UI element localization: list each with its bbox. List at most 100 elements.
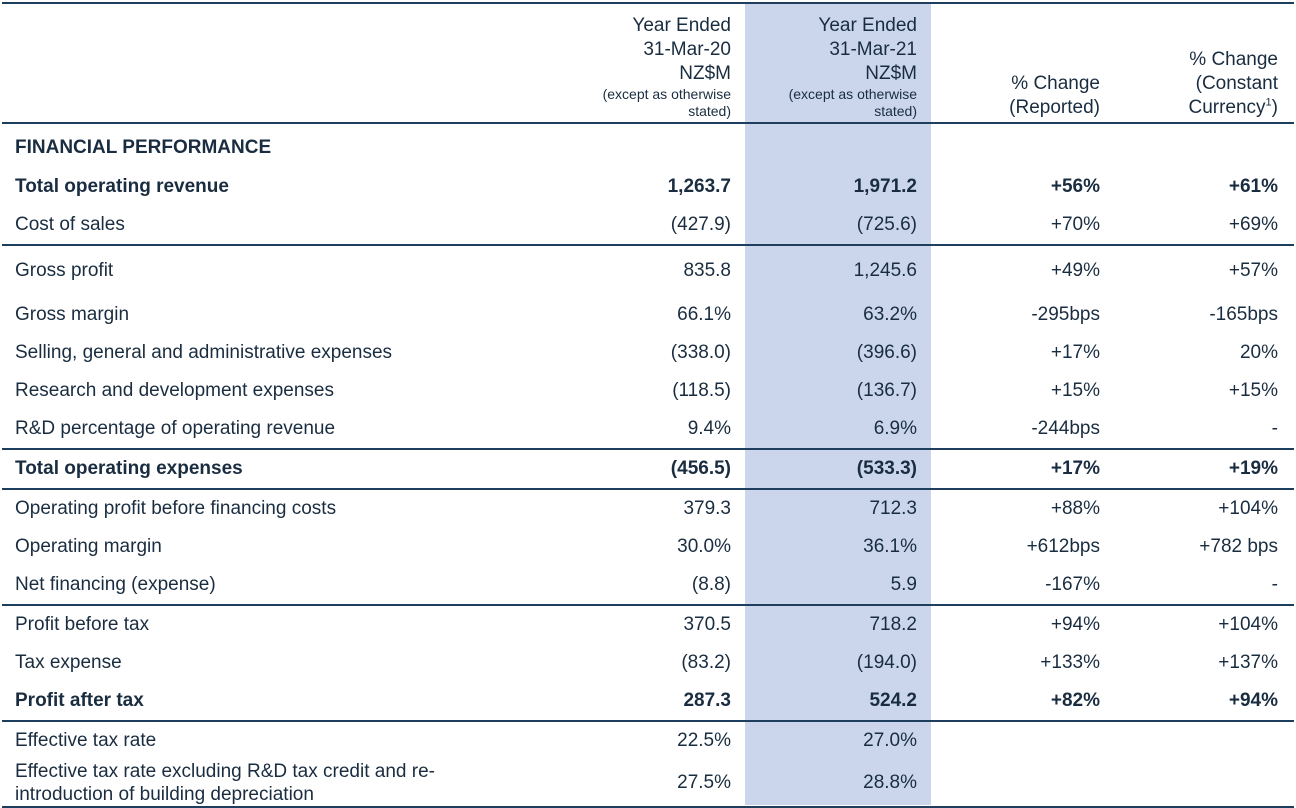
change-constant: +15% [1228,380,1278,401]
financial-performance-table: Year Ended 31-Mar-20 NZ$M (except as oth… [2,3,1294,808]
header-constant-line2: (Constant [1195,73,1278,94]
table-row: Operating margin 30.0% 36.1% +612bps +78… [2,528,1294,566]
change-reported: -244bps [1031,418,1100,439]
value-fy20: 27.5% [558,760,745,808]
section-row: FINANCIAL PERFORMANCE [2,122,1294,168]
value-fy20: (427.9) [670,214,731,235]
value-fy21: (725.6) [856,214,917,235]
change-constant: 20% [1239,342,1278,363]
change-reported: +17% [931,448,1110,489]
value-fy21: 28.8% [745,760,931,808]
row-label: Effective tax rate [2,720,558,760]
row-label: Total operating expenses [2,448,558,489]
change-constant: +104% [1110,604,1294,644]
value-fy20: 9.4% [687,418,731,439]
row-label-line1: Effective tax rate excluding R&D tax cre… [15,761,435,782]
change-reported: +133% [1040,652,1100,673]
value-fy21: (533.3) [745,448,931,489]
row-label: Cost of sales [15,214,125,235]
row-label: Profit after tax [15,690,144,711]
table-row: Net financing (expense) (8.8) 5.9 -167% … [2,566,1294,605]
header-fy20-note2: stated) [688,103,731,119]
table-row: Tax expense (83.2) (194.0) +133% +137% [2,644,1294,682]
header-fy21-note1: (except as otherwise [788,86,917,102]
row-label: Effective tax rate excluding R&D tax cre… [2,760,558,808]
value-fy21: 27.0% [745,720,931,760]
row-label: Tax expense [15,652,122,673]
header-reported: % Change (Reported) [931,3,1110,123]
top-rule [2,2,1294,4]
header-constant-line1: % Change [1189,49,1278,70]
table-row: Cost of sales (427.9) (725.6) +70% +69% [2,206,1294,245]
change-reported: -295bps [1031,304,1100,325]
row-label: Gross profit [2,244,558,296]
header-fy20: Year Ended 31-Mar-20 NZ$M (except as oth… [558,3,745,123]
table-row: Effective tax rate 22.5% 27.0% [2,720,1294,760]
value-fy20: (118.5) [672,380,731,401]
header-constant-line3-close: ) [1271,97,1278,118]
change-reported: +56% [1050,176,1100,197]
value-fy21: 1,971.2 [853,176,917,197]
value-fy21: 712.3 [745,488,931,528]
change-reported: +49% [931,244,1110,296]
change-reported: -167% [1045,574,1100,595]
change-reported [931,760,1110,808]
row-label: Operating profit before financing costs [2,488,558,528]
change-reported: +17% [1050,342,1100,363]
header-reported-line2: (Reported) [1009,97,1100,118]
table-row: Gross margin 66.1% 63.2% -295bps -165bps [2,296,1294,334]
change-constant [1110,760,1294,808]
header-blank [2,3,558,123]
value-fy21: (396.6) [856,342,917,363]
change-reported: +612bps [1026,536,1100,557]
row-label: Net financing (expense) [15,574,216,595]
row-label: Operating margin [15,536,162,557]
value-fy21: 36.1% [863,536,917,557]
value-fy21: 524.2 [869,690,917,711]
header-fy21-line3: NZ$M [865,63,917,84]
change-constant: +19% [1110,448,1294,489]
row-label: Research and development expenses [15,380,334,401]
change-constant: - [1271,418,1278,439]
value-fy20: 835.8 [558,244,745,296]
change-constant: +782 bps [1199,536,1278,557]
row-label-line2: introduction of building depreciation [15,784,314,805]
row-label: R&D percentage of operating revenue [15,418,336,439]
change-constant: +104% [1110,488,1294,528]
table-row: Operating profit before financing costs … [2,488,1294,528]
header-fy21-line1: Year Ended [818,15,917,36]
value-fy20: 30.0% [677,536,731,557]
header-constant: % Change (Constant Currency1) [1110,3,1294,123]
table-row: Profit before tax 370.5 718.2 +94% +104% [2,604,1294,644]
table-row: Gross profit 835.8 1,245.6 +49% +57% [2,244,1294,296]
header-row: Year Ended 31-Mar-20 NZ$M (except as oth… [2,3,1294,123]
change-constant [1110,720,1294,760]
footnote-marker: 1 [1265,96,1272,109]
value-fy20: (83.2) [681,652,731,673]
value-fy20: (338.0) [670,342,731,363]
table-row: Total operating revenue 1,263.7 1,971.2 … [2,168,1294,206]
header-fy20-line3: NZ$M [679,63,731,84]
table-row: R&D percentage of operating revenue 9.4%… [2,410,1294,449]
change-reported: +82% [1050,690,1100,711]
change-reported: +70% [1050,214,1100,235]
header-fy21-note2: stated) [874,103,917,119]
header-reported-line1: % Change [1011,73,1100,94]
value-fy21: 5.9 [890,574,917,595]
table-row: Effective tax rate excluding R&D tax cre… [2,760,1294,808]
value-fy21: (194.0) [856,652,917,673]
change-constant: -165bps [1209,304,1278,325]
change-reported [931,720,1110,760]
header-fy20-line1: Year Ended [632,15,731,36]
value-fy20: 66.1% [677,304,731,325]
row-label: Gross margin [15,304,130,325]
change-constant: - [1271,574,1278,595]
row-label: Total operating revenue [15,176,229,197]
change-constant: +94% [1228,690,1278,711]
change-reported: +94% [931,604,1110,644]
value-fy20: 370.5 [558,604,745,644]
change-reported: +88% [931,488,1110,528]
change-constant: +61% [1228,176,1278,197]
change-constant: +57% [1110,244,1294,296]
header-fy20-note1: (except as otherwise [602,86,731,102]
